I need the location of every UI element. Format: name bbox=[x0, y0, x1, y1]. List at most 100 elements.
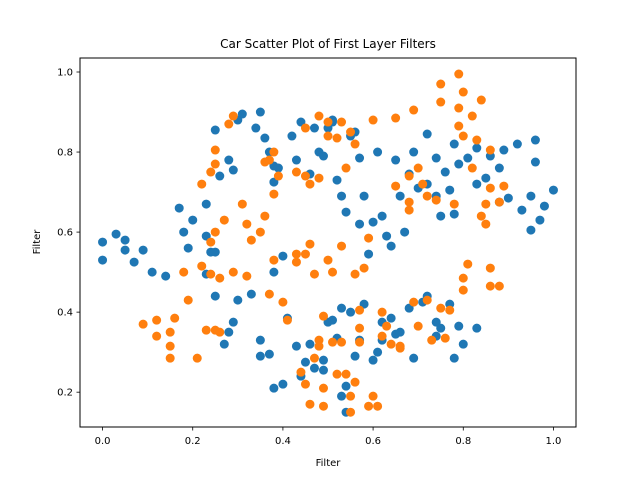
scatter-point-s0-97 bbox=[264, 349, 274, 359]
scatter-point-s0-48 bbox=[359, 191, 369, 201]
scatter-point-s1-28 bbox=[242, 219, 252, 229]
scatter-point-s1-112 bbox=[499, 181, 509, 191]
scatter-point-s1-54 bbox=[323, 117, 333, 127]
scatter-point-s0-84 bbox=[530, 135, 540, 145]
scatter-point-s0-2 bbox=[111, 229, 121, 239]
scatter-point-s0-9 bbox=[174, 203, 184, 213]
scatter-point-s0-90 bbox=[219, 339, 229, 349]
scatter-point-s0-99 bbox=[278, 379, 288, 389]
scatter-point-s1-84 bbox=[431, 195, 441, 205]
scatter-point-s0-11 bbox=[188, 215, 198, 225]
scatter-point-s1-108 bbox=[485, 263, 495, 273]
scatter-point-s0-26 bbox=[260, 133, 270, 143]
scatter-point-s0-42 bbox=[337, 191, 347, 201]
scatter-point-s0-139 bbox=[278, 251, 288, 261]
scatter-point-s1-56 bbox=[328, 267, 338, 277]
scatter-point-s1-131 bbox=[368, 391, 378, 401]
scatter-point-s1-1 bbox=[152, 315, 162, 325]
scatter-point-s1-0 bbox=[138, 319, 148, 329]
scatter-point-s0-72 bbox=[472, 179, 482, 189]
scatter-point-s1-93 bbox=[454, 69, 464, 79]
scatter-point-s1-63 bbox=[350, 269, 360, 279]
scatter-point-s0-82 bbox=[526, 191, 536, 201]
y-tick-label: 0.8 bbox=[57, 148, 73, 159]
scatter-point-s1-101 bbox=[472, 135, 482, 145]
scatter-point-s1-81 bbox=[422, 191, 432, 201]
scatter-point-s0-65 bbox=[436, 211, 446, 221]
scatter-point-s1-94 bbox=[458, 87, 468, 97]
scatter-point-s1-91 bbox=[454, 121, 464, 131]
scatter-point-s1-18 bbox=[219, 215, 229, 225]
scatter-point-s1-73 bbox=[404, 205, 414, 215]
scatter-point-s1-20 bbox=[206, 167, 216, 177]
scatter-point-s1-65 bbox=[359, 263, 369, 273]
scatter-point-s0-43 bbox=[341, 207, 351, 217]
scatter-point-s1-85 bbox=[436, 303, 446, 313]
scatter-point-s1-95 bbox=[458, 131, 468, 141]
scatter-point-s0-20 bbox=[224, 155, 234, 165]
scatter-point-s1-16 bbox=[215, 327, 225, 337]
scatter-point-s1-106 bbox=[485, 145, 495, 155]
scatter-point-s1-105 bbox=[481, 219, 491, 229]
scatter-point-s0-49 bbox=[364, 249, 374, 259]
scatter-point-s1-53 bbox=[323, 131, 333, 141]
scatter-point-s1-135 bbox=[395, 343, 405, 353]
scatter-point-s1-30 bbox=[255, 227, 265, 237]
scatter-point-s0-67 bbox=[445, 185, 455, 195]
y-axis-label: Filter bbox=[32, 229, 43, 255]
scatter-point-s0-78 bbox=[499, 145, 509, 155]
scatter-point-s1-3 bbox=[165, 327, 175, 337]
scatter-point-s1-14 bbox=[206, 269, 216, 279]
x-tick-label: 0.4 bbox=[275, 436, 291, 447]
scatter-point-s1-44 bbox=[300, 249, 310, 259]
scatter-point-s1-79 bbox=[413, 163, 423, 173]
scatter-point-s1-29 bbox=[246, 235, 256, 245]
scatter-point-s1-115 bbox=[305, 399, 315, 409]
scatter-point-s1-118 bbox=[314, 341, 324, 351]
scatter-point-s1-12 bbox=[201, 325, 211, 335]
scatter-point-s0-23 bbox=[237, 109, 247, 119]
scatter-point-s1-36 bbox=[269, 189, 279, 199]
scatter-point-s1-129 bbox=[355, 337, 365, 347]
scatter-point-s0-136 bbox=[458, 339, 468, 349]
scatter-point-s1-17 bbox=[215, 273, 225, 283]
scatter-point-s0-132 bbox=[436, 323, 446, 333]
scatter-point-s1-103 bbox=[476, 95, 486, 105]
scatter-point-s0-21 bbox=[228, 165, 238, 175]
scatter-point-s1-80 bbox=[418, 179, 428, 189]
scatter-point-s1-82 bbox=[422, 295, 432, 305]
scatter-point-s0-47 bbox=[355, 219, 365, 229]
scatter-point-s0-106 bbox=[318, 355, 328, 365]
scatter-point-s1-40 bbox=[282, 315, 292, 325]
scatter-point-s1-64 bbox=[355, 305, 365, 315]
scatter-point-s1-87 bbox=[436, 79, 446, 89]
scatter-point-s1-47 bbox=[305, 179, 315, 189]
scatter-point-s0-31 bbox=[287, 131, 297, 141]
scatter-point-s1-71 bbox=[391, 113, 401, 123]
scatter-point-s0-59 bbox=[409, 147, 419, 157]
scatter-point-s1-4 bbox=[165, 341, 175, 351]
scatter-point-s1-21 bbox=[210, 159, 220, 169]
scatter-point-s0-25 bbox=[255, 107, 265, 117]
scatter-point-s0-109 bbox=[328, 315, 338, 325]
scatter-point-s1-74 bbox=[404, 197, 414, 207]
scatter-point-s1-35 bbox=[269, 255, 279, 265]
scatter-point-s0-80 bbox=[512, 139, 522, 149]
scatter-point-s0-93 bbox=[233, 295, 243, 305]
scatter-point-s0-134 bbox=[449, 353, 459, 363]
y-tick-label: 1.0 bbox=[57, 68, 73, 79]
plot-area-frame bbox=[79, 57, 577, 428]
scatter-point-s0-12 bbox=[183, 243, 193, 253]
scatter-point-s1-27 bbox=[242, 271, 252, 281]
scatter-point-s1-46 bbox=[300, 171, 310, 181]
scatter-point-s0-137 bbox=[472, 323, 482, 333]
scatter-point-s1-8 bbox=[183, 295, 193, 305]
scatter-point-s0-107 bbox=[318, 365, 328, 375]
scatter-point-s0-85 bbox=[530, 157, 540, 167]
scatter-point-s1-88 bbox=[440, 333, 450, 343]
scatter-point-s1-61 bbox=[346, 127, 356, 137]
scatter-point-s0-96 bbox=[255, 351, 265, 361]
scatter-point-s1-19 bbox=[210, 227, 220, 237]
scatter-point-s1-109 bbox=[485, 281, 495, 291]
